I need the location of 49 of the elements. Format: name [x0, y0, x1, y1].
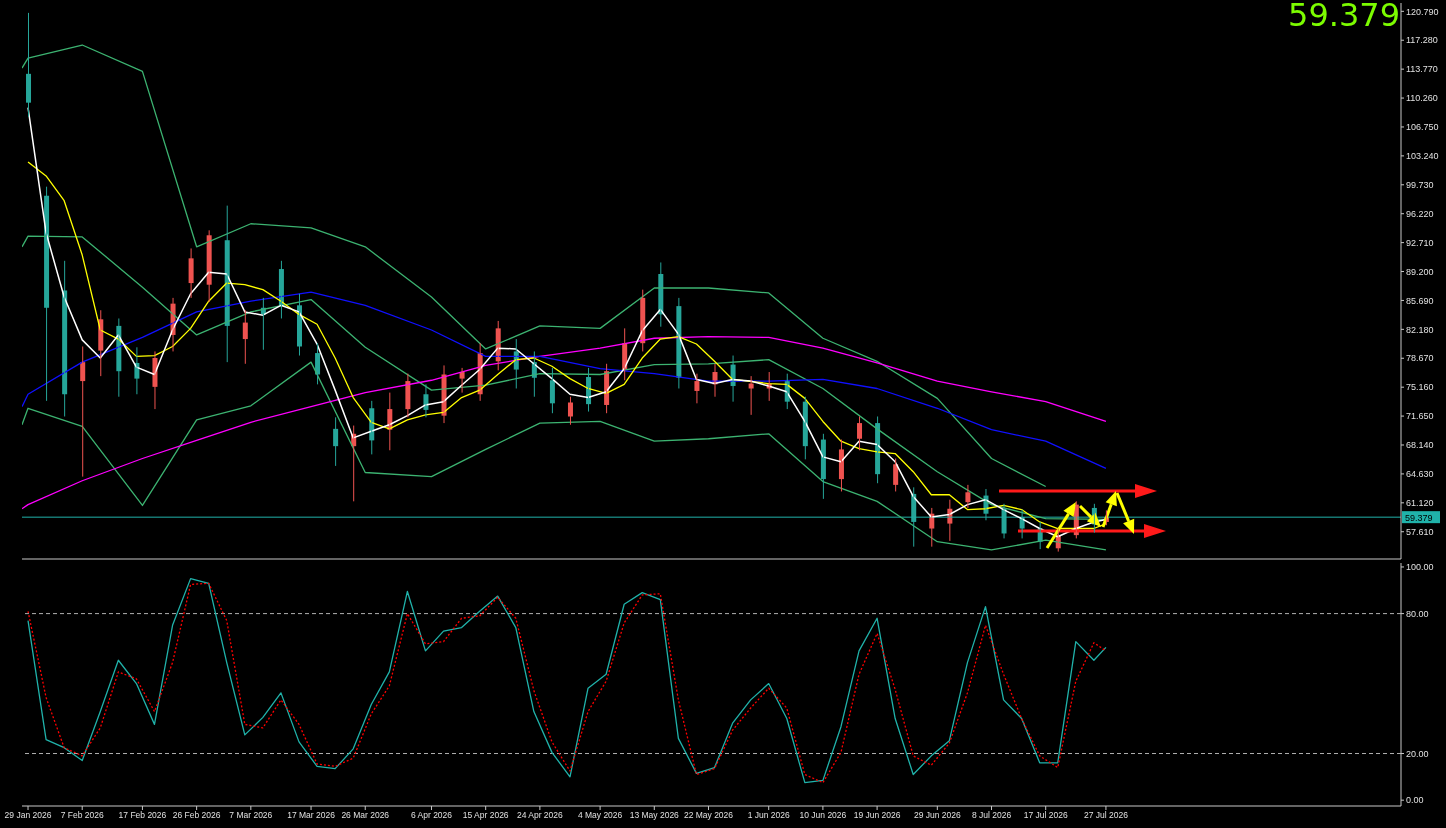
x-tick-label: 29 Jan 2026: [4, 810, 52, 821]
x-tick-label: 17 Jul 2026: [1023, 810, 1068, 821]
y-tick-label: 61.120: [1406, 498, 1434, 509]
y-tick-label: 85.690: [1406, 295, 1434, 306]
y-tick-label: 117.280: [1406, 35, 1438, 46]
y-tick-label: 68.140: [1406, 440, 1434, 451]
x-tick-label: 10 Jun 2026: [799, 810, 847, 821]
x-tick-label: 24 Apr 2026: [516, 810, 564, 821]
x-tick-label: 17 Mar 2026: [287, 810, 336, 821]
line-series: [22, 291, 1107, 470]
y-tick-label: 78.670: [1406, 353, 1434, 364]
x-tick-label: 4 May 2026: [577, 810, 623, 821]
x-tick-label: 15 Apr 2026: [462, 810, 509, 821]
x-tick-label: 7 Feb 2026: [60, 810, 104, 821]
x-tick-label: 1 Jun 2026: [747, 810, 791, 821]
x-tick-label: 27 Jul 2026: [1083, 810, 1129, 821]
y-tick-label: 106.750: [1406, 122, 1439, 133]
y-tick-label: 82.180: [1406, 324, 1434, 335]
y-tick-label: 80.00: [1406, 608, 1429, 619]
x-tick-label: 13 May 2026: [629, 810, 680, 821]
x-tick-label: 19 Jun 2026: [853, 810, 901, 821]
y-tick-label: 57.610: [1406, 526, 1434, 537]
y-tick-label: 64.630: [1406, 469, 1434, 480]
x-tick-label: 29 Jun 2026: [913, 810, 961, 821]
x-tick-label: 26 Mar 2026: [341, 810, 390, 821]
ref-line-label: 59.379: [1405, 513, 1433, 524]
line-series: [22, 44, 1047, 488]
y-tick-label: 113.770: [1406, 64, 1438, 75]
y-tick-label: 71.650: [1406, 411, 1434, 422]
annotation: 59.379: [1288, 0, 1400, 34]
y-tick-label: 20.00: [1406, 748, 1429, 759]
y-tick-label: 103.240: [1406, 151, 1439, 162]
x-tick-label: 17 Feb 2026: [118, 810, 167, 821]
y-tick-label: 0.00: [1406, 795, 1424, 806]
line-series: [22, 335, 1107, 510]
y-tick-label: 110.260: [1406, 93, 1438, 104]
x-tick-label: 8 Jul 2026: [971, 810, 1012, 821]
y-tick-label: 89.200: [1406, 266, 1434, 277]
x-tick-label: 6 Apr 2026: [410, 810, 453, 821]
x-tick-label: 26 Feb 2026: [172, 810, 221, 821]
x-tick-label: 7 Mar 2026: [229, 810, 273, 821]
y-tick-label: 92.710: [1406, 237, 1434, 248]
line-series: [22, 361, 1107, 551]
y-tick-label: 100.00: [1406, 562, 1434, 573]
y-tick-label: 96.220: [1406, 208, 1434, 219]
x-tick-label: 22 May 2026: [683, 810, 734, 821]
y-tick-label: 99.730: [1406, 179, 1434, 190]
y-tick-label: 75.160: [1406, 382, 1434, 393]
y-tick-label: 120.790: [1406, 6, 1439, 17]
